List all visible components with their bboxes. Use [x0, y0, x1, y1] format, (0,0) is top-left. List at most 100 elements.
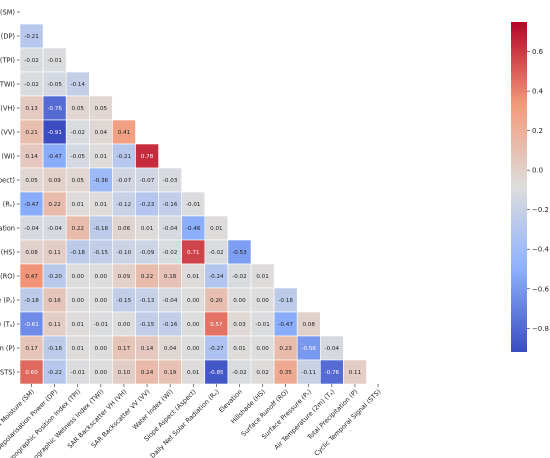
cell-value-label: 0.00 [72, 274, 85, 280]
cell-value-label: 0.08 [25, 250, 38, 256]
cell-value-label: 0.00 [95, 274, 108, 280]
cell-value-label: -0.05 [47, 82, 62, 88]
cell-value-label: 0.01 [141, 226, 154, 232]
cell-value-label: -0.46 [186, 226, 201, 232]
cell-value-label: 0.02 [256, 370, 268, 376]
cell-value-label: 0.00 [256, 346, 269, 352]
cell-value-label: 0.01 [95, 202, 108, 208]
cell-value-label: -0.18 [94, 226, 109, 232]
row-label: SAR Backscatter VV (VV) [0, 128, 15, 136]
cell-value-label: 0.08 [303, 322, 316, 328]
cell-value-label: 0.04 [95, 130, 108, 136]
heatmap-cells: -0.21 -0.02 -0.01 -0.02 -0.05 -0.14 0.13 -0.76 0… [19, 23, 367, 385]
cell-value-label: 0.23 [279, 346, 292, 352]
cell-value-label: 0.41 [118, 130, 131, 136]
cell-value-label: 0.47 [25, 274, 38, 280]
cell-value-label: 0.14 [25, 154, 38, 160]
cell-value-label: -0.56 [302, 346, 317, 352]
cell-value-label: 0.05 [95, 106, 108, 112]
cell-value-label: 0.09 [48, 178, 61, 184]
cell-value-label: 0.01 [256, 274, 269, 280]
cell-value-label: 0.09 [118, 274, 131, 280]
cell-value-label: -0.16 [163, 322, 178, 328]
cell-value-label: -0.20 [47, 274, 62, 280]
cell-value-label: 0.22 [141, 274, 153, 280]
cell-value-label: -0.16 [163, 202, 178, 208]
cell-value-label: 0.20 [210, 298, 223, 304]
cell-value-label: -0.18 [278, 298, 293, 304]
cell-value-label: 0.01 [72, 202, 85, 208]
cell-value-label: -0.02 [209, 250, 223, 256]
cell-value-label: -0.23 [140, 202, 155, 208]
cell-value-label: -0.47 [24, 202, 39, 208]
cell-value-label: -0.05 [71, 154, 86, 160]
cell-value-label: 0.10 [118, 370, 131, 376]
row-label: Topographic Position Index (TPI) [0, 56, 15, 64]
cell-value-label: -0.47 [47, 154, 62, 160]
cell-value-label: -0.10 [117, 250, 132, 256]
cell-value-label: -0.02 [24, 82, 38, 88]
cell-value-label: 0.05 [72, 106, 85, 112]
cell-value-label: 0.00 [187, 298, 200, 304]
cell-value-label: -0.21 [117, 154, 132, 160]
colorbar-tick-label: 0.0 [532, 167, 543, 175]
cell-value-label: 0.05 [25, 178, 38, 184]
row-label: Topographic Wetness Index (TWI) [0, 80, 15, 88]
cell-value-label: 0.14 [141, 346, 154, 352]
cell-value-label: 0.00 [95, 370, 108, 376]
cell-value-label: 0.01 [187, 370, 200, 376]
cell-value-label: -0.27 [209, 346, 224, 352]
cell-value-label: 0.01 [95, 154, 108, 160]
cell-value-label: 0.71 [187, 250, 200, 256]
cell-value-label: 0.00 [95, 346, 108, 352]
row-label: SAR Backscatter VH (VH) [0, 104, 15, 112]
row-label: Elevation [0, 224, 15, 232]
cell-value-label: 0.35 [279, 370, 292, 376]
cell-value-label: -0.04 [47, 226, 62, 232]
row-label: Depolarisation Power (DP) [0, 32, 15, 40]
cell-value-label: 0.24 [141, 370, 154, 376]
cell-value-label: -0.02 [232, 370, 246, 376]
cell-value-label: -0.07 [117, 178, 132, 184]
cell-value-label: 0.22 [72, 226, 84, 232]
cell-value-label: -0.09 [140, 250, 155, 256]
cell-value-label: -0.85 [209, 370, 224, 376]
cell-value-label: -0.01 [94, 322, 109, 328]
cell-value-label: -0.03 [163, 178, 178, 184]
cell-value-label: 0.16 [48, 298, 61, 304]
cell-value-label: -0.91 [47, 130, 62, 136]
cell-value-label: -0.15 [140, 322, 155, 328]
row-label: Surface Runoff (RO) [0, 272, 15, 280]
row-label: Surface Pressure (Pₛ) [0, 296, 15, 304]
cell-value-label: -0.02 [163, 250, 177, 256]
cell-value-label: -0.11 [302, 370, 317, 376]
cell-value-label: 0.06 [118, 226, 131, 232]
cell-value-label: -0.01 [186, 202, 201, 208]
cell-value-label: -0.01 [71, 370, 86, 376]
row-label: Water Index (WI) [0, 152, 15, 160]
row-label: Cyclic Temporal Signal (STS) [0, 368, 15, 376]
cell-value-label: 0.11 [48, 250, 61, 256]
cell-value-label: -0.14 [71, 82, 86, 88]
cell-value-label: 0.11 [48, 322, 61, 328]
cell-value-label: -0.04 [24, 226, 39, 232]
cell-value-label: -0.61 [24, 322, 39, 328]
cell-value-label: 0.57 [210, 322, 223, 328]
cell-value-label: 0.01 [72, 346, 85, 352]
cell-value-label: 0.17 [118, 346, 131, 352]
cell-value-label: -0.24 [209, 274, 224, 280]
cell-value-label: 0.13 [25, 106, 38, 112]
cell-value-label: 0.22 [48, 202, 60, 208]
cell-value-label: 0.18 [164, 274, 177, 280]
row-label: Total Precipitation (P) [0, 344, 15, 352]
colorbar-tick-label: 0.6 [532, 48, 544, 56]
cell-value-label: 0.17 [25, 346, 38, 352]
cell-value-label: 0.05 [72, 178, 85, 184]
cell-value-label: -0.12 [117, 202, 131, 208]
cell-value-label: 0.78 [141, 154, 154, 160]
cell-value-label: 0.00 [256, 298, 269, 304]
colorbar-tick-label: 0.4 [532, 88, 544, 96]
row-label: Slope Aspect (Aspect) [0, 176, 15, 184]
cell-value-label: 0.00 [118, 322, 131, 328]
